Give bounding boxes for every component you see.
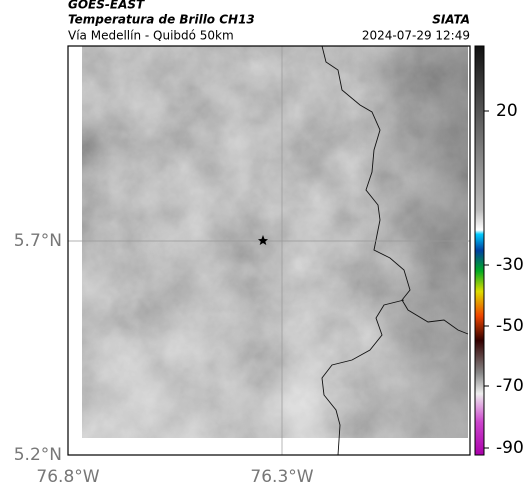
colorbar [474,45,485,456]
colorbar-label: -90 [496,438,524,458]
colorbar-label: -30 [496,255,524,275]
title-source: GOES-EAST [68,0,145,12]
agency: SIATA [432,13,470,27]
colorbar-ticks [484,110,489,449]
location-marker [258,235,268,245]
timestamp: 2024-07-29 12:49 [362,29,470,43]
colorbar-label: 20 [496,101,518,121]
colorbar-label: -70 [496,376,524,396]
title-product: Temperatura de Brillo CH13 [68,13,255,27]
satellite-image [82,46,468,438]
lat-label: 5.2°N [14,445,62,465]
colorbar-label: -50 [496,316,524,336]
title-region: Vía Medellín - Quibdó 50km [68,29,234,43]
lon-label: 76.3°W [250,467,313,487]
map-frame [67,45,471,456]
lat-label: 5.7°N [14,231,62,251]
lon-label: 76.8°W [36,467,99,487]
borders [321,45,469,456]
